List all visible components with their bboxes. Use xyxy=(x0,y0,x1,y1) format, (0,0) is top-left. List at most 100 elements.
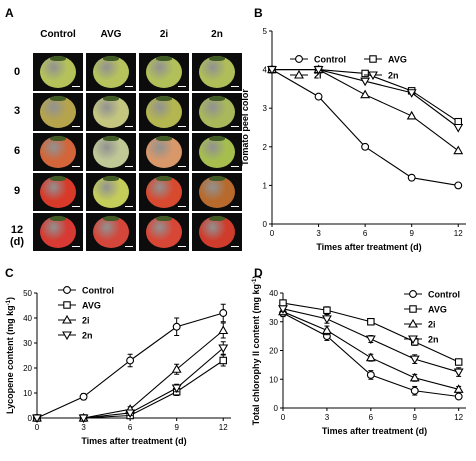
calyx-icon xyxy=(156,96,172,101)
photo-column-header: AVG xyxy=(100,29,122,40)
tomato-fruit-icon xyxy=(40,56,76,88)
legend-label: Control xyxy=(428,290,460,300)
y-tick-label: 0 xyxy=(263,220,268,229)
y-tick-label: 50 xyxy=(23,289,32,298)
data-point-control xyxy=(454,181,463,190)
data-point-2i xyxy=(453,145,464,155)
tomato-photo xyxy=(192,133,242,171)
legend-marker xyxy=(408,318,418,328)
data-point-2n xyxy=(125,409,136,419)
data-point-avg xyxy=(361,69,369,78)
tomato-photo xyxy=(192,213,242,251)
scale-bar xyxy=(231,166,239,167)
scale-bar xyxy=(72,86,80,87)
data-point-control xyxy=(172,322,181,331)
data-point-2n xyxy=(409,355,420,365)
legend-marker xyxy=(295,55,303,63)
calyx-icon xyxy=(103,216,119,221)
x-axis-label: Times after treatment (d) xyxy=(316,242,421,252)
scale-bar xyxy=(125,126,133,127)
tomato-fruit-icon xyxy=(146,56,182,88)
scale-bar xyxy=(178,166,186,167)
x-axis-label: Times after treatment (d) xyxy=(81,436,186,446)
legend-label: 2i xyxy=(82,316,90,326)
series-line-control xyxy=(271,69,459,186)
data-point-2i xyxy=(409,372,420,382)
x-tick-label: 12 xyxy=(219,423,228,432)
calyx-icon xyxy=(156,56,172,61)
data-point-control xyxy=(126,356,135,365)
x-tick-label: 3 xyxy=(325,413,330,422)
y-tick-label: 30 xyxy=(23,339,32,348)
x-tick-label: 12 xyxy=(454,229,463,238)
y-axis-label: Tomato peel color xyxy=(240,89,250,166)
photo-row-label: 3 xyxy=(13,105,21,117)
data-point-2n xyxy=(453,368,464,378)
data-point-control xyxy=(454,392,463,401)
photo-row-label: 9 xyxy=(13,185,21,197)
calyx-icon xyxy=(209,216,225,221)
panel-c-letter: C xyxy=(5,266,14,280)
photo-row-label: 6 xyxy=(13,145,21,157)
tomato-photo xyxy=(139,213,189,251)
panel-d-letter: D xyxy=(254,266,263,280)
tomato-photo xyxy=(86,173,136,211)
data-point-2n xyxy=(313,66,324,75)
data-point-2i xyxy=(406,110,417,120)
tomato-photo xyxy=(86,93,136,131)
tomato-fruit-icon xyxy=(146,216,182,248)
x-tick-label: 9 xyxy=(413,413,418,422)
x-tick-label: 6 xyxy=(369,413,374,422)
tomato-photo xyxy=(139,133,189,171)
calyx-icon xyxy=(103,56,119,61)
scale-bar xyxy=(231,206,239,207)
legend-marker xyxy=(63,286,71,294)
legend-marker xyxy=(409,305,417,313)
y-tick-label: 10 xyxy=(269,375,278,384)
data-point-2n xyxy=(32,414,42,424)
data-point-avg xyxy=(454,358,463,366)
calyx-icon xyxy=(103,96,119,101)
tomato-fruit-icon xyxy=(199,136,235,168)
tomato-fruit-icon xyxy=(199,56,235,88)
tomato-fruit-icon xyxy=(93,136,129,168)
scale-bar xyxy=(178,206,186,207)
data-point-2n xyxy=(406,89,417,98)
data-point-control xyxy=(410,386,419,395)
data-point-2i xyxy=(360,89,371,99)
data-point-2n xyxy=(78,414,89,424)
legend-label: AVG xyxy=(82,301,101,311)
scale-bar xyxy=(125,246,133,247)
calyx-icon xyxy=(156,136,172,141)
scale-bar xyxy=(178,246,186,247)
legend-marker xyxy=(62,314,72,324)
data-point-2n xyxy=(365,335,376,345)
scale-bar xyxy=(72,246,80,247)
scale-bar xyxy=(178,86,186,87)
scale-bar xyxy=(125,206,133,207)
photo-row-label: 0 xyxy=(13,66,21,78)
legend-marker xyxy=(409,290,417,298)
tomato-photo xyxy=(139,53,189,91)
legend-label: Control xyxy=(82,286,114,296)
x-tick-label: 9 xyxy=(409,229,414,238)
legend-marker xyxy=(62,331,72,341)
tomato-photo xyxy=(139,173,189,211)
calyx-icon xyxy=(156,176,172,181)
legend-label: 2i xyxy=(428,320,436,330)
tomato-fruit-icon xyxy=(40,96,76,128)
scale-bar xyxy=(125,166,133,167)
x-tick-label: 6 xyxy=(128,423,133,432)
calyx-icon xyxy=(50,56,66,61)
legend-label: 2n xyxy=(428,335,439,345)
calyx-icon xyxy=(209,96,225,101)
y-tick-label: 4 xyxy=(263,66,268,75)
calyx-icon xyxy=(156,216,172,221)
data-point-2n xyxy=(171,384,182,394)
calyx-icon xyxy=(209,56,225,61)
data-point-2n xyxy=(218,344,229,354)
x-tick-label: 0 xyxy=(270,229,275,238)
scale-bar-label: 1 cm xyxy=(228,259,237,264)
x-tick-label: 12 xyxy=(454,413,463,422)
